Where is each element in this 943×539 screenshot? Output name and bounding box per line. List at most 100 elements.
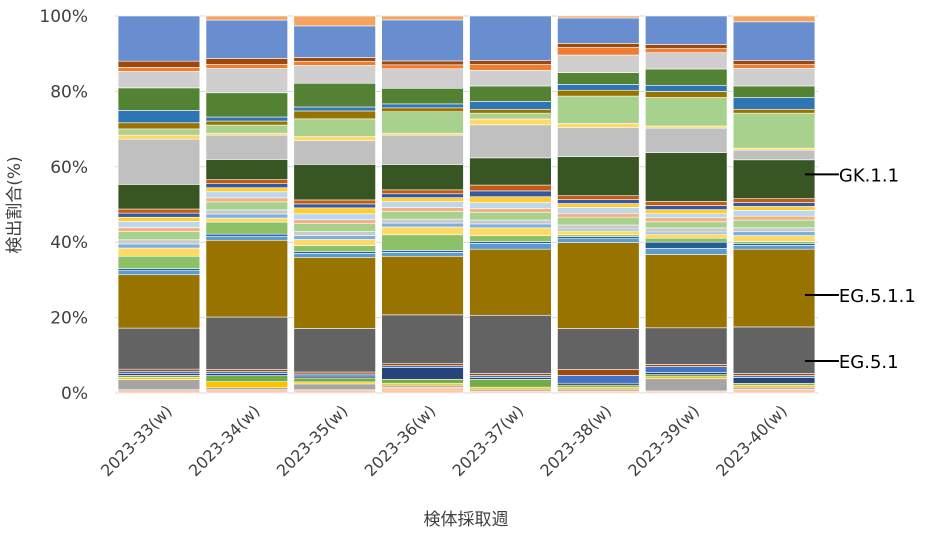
bar-segment [557, 238, 640, 243]
annotation-label: GK.1.1 [839, 165, 899, 186]
bar-segment [293, 140, 376, 165]
bar-segment [117, 231, 201, 241]
bar-segment [557, 390, 640, 394]
bar-segment [117, 377, 201, 380]
y-tick-label: 80% [50, 82, 88, 102]
bar-segment [293, 213, 376, 221]
x-tick-label: 2023-39(w) [624, 401, 703, 480]
bar-segment [205, 381, 288, 389]
x-tick-label: 2023-36(w) [361, 401, 440, 480]
y-tick-label: 20% [50, 309, 88, 329]
bar-segment [117, 212, 201, 218]
bar-segment [732, 377, 816, 384]
bar-segment [732, 97, 816, 110]
bar-segment [293, 118, 376, 137]
bar-segment [117, 239, 201, 245]
bar-segment [117, 255, 201, 269]
bar-segment [293, 164, 376, 201]
bar-segment [381, 255, 464, 316]
x-tick-label: 2023-37(w) [448, 401, 527, 480]
bar-segment [469, 379, 552, 388]
bar-segment [293, 65, 376, 84]
bar-segment [381, 164, 464, 191]
bar-segment [469, 70, 552, 87]
bar-segment [117, 87, 201, 111]
bar-segment [469, 390, 552, 394]
bar-segment [557, 17, 640, 44]
bar-segment [469, 227, 552, 236]
bar-segment [732, 248, 816, 328]
bar-segment [645, 376, 728, 380]
bar-segment [557, 123, 640, 128]
bar-segment [381, 134, 464, 165]
bar-segment [293, 223, 376, 232]
bar-segment [117, 110, 201, 124]
bar-segment [557, 199, 640, 204]
y-axis-ticks: 0% 20% 40% 60% 80% 100% [39, 7, 88, 404]
bar-segment [293, 251, 376, 254]
bar-segment [205, 233, 288, 237]
bar-segment [732, 108, 816, 114]
bar-segment [557, 95, 640, 124]
bar-stack [732, 15, 816, 394]
bar-segment [381, 60, 464, 66]
bar-segment [557, 84, 640, 91]
bar-segment [469, 112, 552, 120]
bar-segment [381, 64, 464, 70]
bar-segment [117, 138, 201, 185]
bar-segment [381, 197, 464, 202]
bar-segment [645, 233, 728, 239]
bar-segment [117, 372, 201, 376]
bar-segment [205, 179, 288, 184]
bar-segment [645, 205, 728, 210]
bar-segment [469, 64, 552, 71]
bar-segment [557, 156, 640, 197]
bar-segment [645, 44, 728, 49]
bar-segment [293, 110, 376, 120]
bar-segment [645, 237, 728, 243]
bar-segment [205, 371, 288, 374]
bar-segment [645, 15, 728, 45]
bar-segment [557, 375, 640, 384]
bar-segment [732, 202, 816, 207]
bar-segment [293, 257, 376, 329]
bar-segment [381, 189, 464, 195]
bar-segment [645, 378, 728, 392]
bar-segment [205, 187, 288, 193]
bar-segment [205, 183, 288, 189]
bar-segment [117, 274, 201, 329]
bar-segment [117, 243, 201, 249]
bar-segment [645, 241, 728, 249]
bar-segment [557, 54, 640, 73]
bar-segment [205, 213, 288, 219]
annotations: GK.1.1 EG.5.1.1 EG.5.1 [804, 165, 916, 373]
bar-segment [293, 231, 376, 236]
bar-segment [469, 248, 552, 316]
bar-segment [557, 89, 640, 97]
annotation-label: EG.5.1.1 [839, 286, 916, 307]
bar-segment [205, 132, 288, 136]
bar-segment [469, 211, 552, 221]
bar-segment [293, 25, 376, 58]
bar-segment [645, 327, 728, 365]
bar-segment [205, 92, 288, 118]
bar-segment [117, 122, 201, 130]
bar-segment [469, 314, 552, 374]
bar-segment [557, 43, 640, 48]
bar-segment [469, 15, 552, 62]
bar-segment [732, 243, 816, 246]
bar-segment [732, 227, 816, 233]
bar-segment [117, 268, 201, 271]
bar-segment [732, 231, 816, 236]
bar-segment [117, 247, 201, 257]
bar-segment [469, 118, 552, 126]
bar-segment [557, 72, 640, 85]
bar-segment [469, 101, 552, 110]
bar-segment [381, 107, 464, 113]
bar-segment [381, 314, 464, 364]
bar-segment [732, 68, 816, 87]
bar-segment [117, 60, 201, 68]
bar-segment [645, 364, 728, 367]
bar-segment [732, 198, 816, 203]
